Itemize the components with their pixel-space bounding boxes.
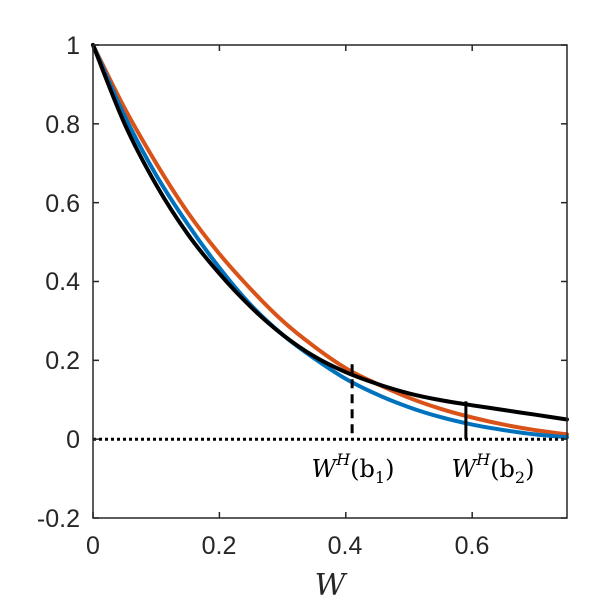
x-tick-label: 0.2 (202, 532, 237, 560)
annotation-w-h-b2: WH(b2) (452, 450, 535, 487)
tick-marks (92, 44, 567, 519)
series-line-2 (91, 43, 569, 440)
y-tick-label: 0 (66, 426, 80, 454)
y-tick-label: -0.2 (37, 505, 80, 533)
plot-frame (92, 44, 568, 519)
y-tick-label: 0.2 (45, 347, 80, 375)
series-line-1 (91, 43, 569, 437)
annotation-w-h-b1: WH(b1) (312, 450, 395, 487)
chart-marks (91, 43, 569, 441)
y-tick-label: 1 (66, 32, 80, 60)
series-line-3 (91, 43, 569, 422)
x-tick-label: 0 (86, 532, 100, 560)
x-axis-label: W (315, 568, 348, 603)
y-tick-label: 0.8 (45, 111, 80, 139)
y-tick-label: 0.4 (45, 268, 80, 296)
y-tick-label: 0.6 (45, 190, 80, 218)
x-tick-label: 0.6 (455, 532, 490, 560)
x-tick-label: 0.4 (328, 532, 363, 560)
